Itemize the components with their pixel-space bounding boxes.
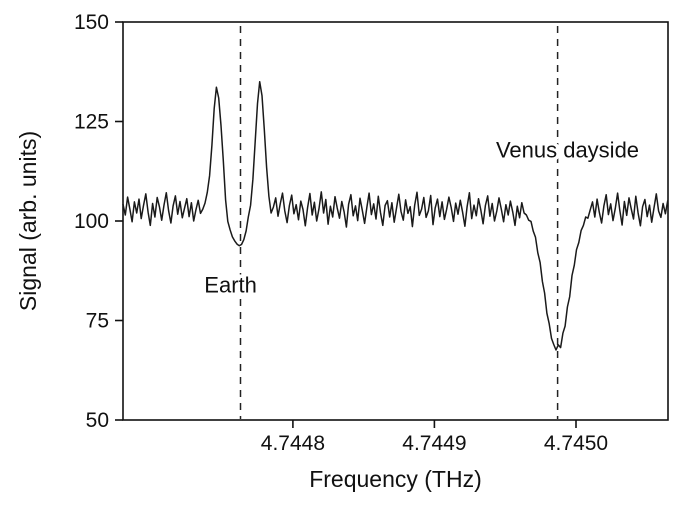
earth-annotation: Earth (204, 273, 257, 298)
y-tick-label: 50 (86, 409, 109, 432)
y-tick-label: 150 (74, 11, 109, 34)
y-tick-label: 125 (74, 111, 109, 134)
x-tick-label: 4.7448 (261, 432, 325, 455)
x-axis-ticks: 4.7448 4.7449 4.7450 (261, 420, 608, 455)
x-tick-label: 4.7449 (402, 432, 466, 455)
x-axis-title: Frequency (THz) (309, 466, 482, 492)
x-tick-label: 4.7450 (544, 432, 608, 455)
y-axis-ticks: 50 75 100 125 150 (74, 11, 123, 432)
venus-annotation: Venus dayside (496, 137, 639, 162)
plot-frame (122, 21, 669, 421)
y-axis-title: Signal (arb. units) (15, 131, 41, 311)
spectrum-trace (122, 80, 669, 351)
y-tick-label: 100 (74, 210, 109, 233)
reference-lines (239, 26, 559, 419)
y-tick-label: 75 (86, 310, 109, 333)
